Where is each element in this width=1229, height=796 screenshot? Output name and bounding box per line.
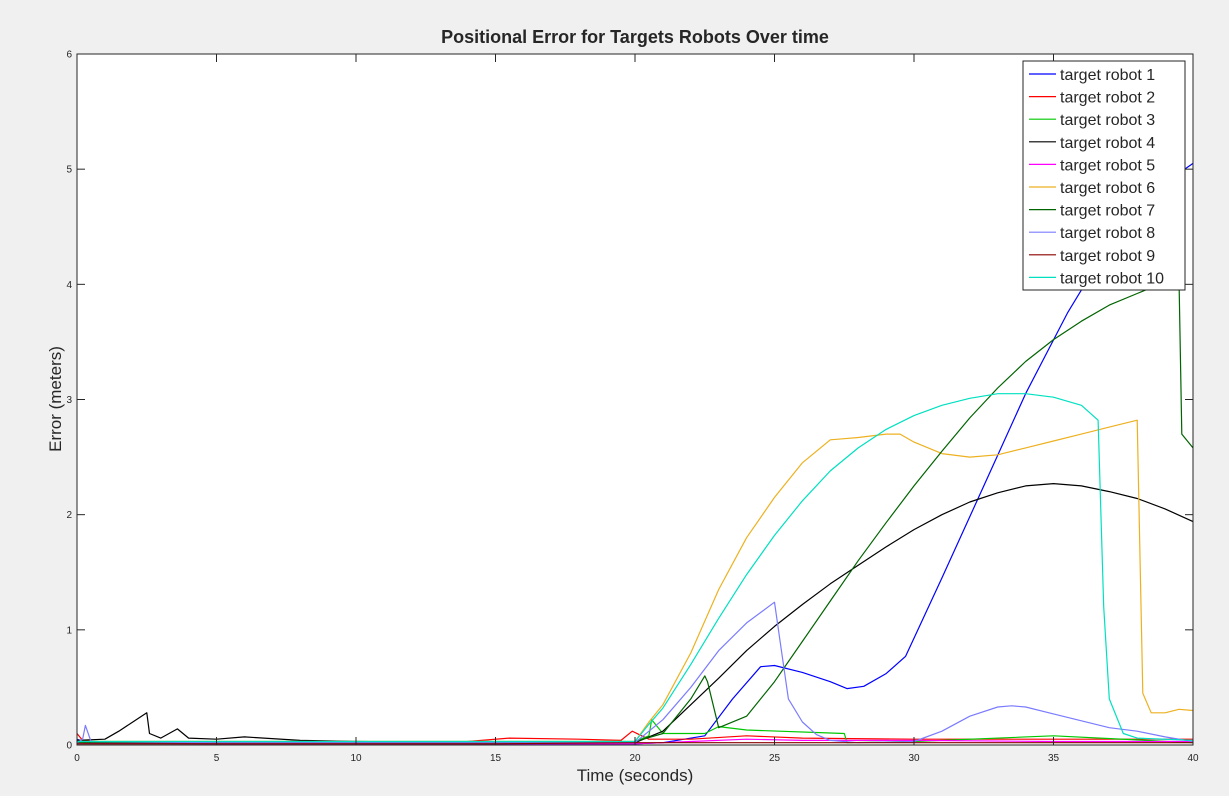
legend-label-2: target robot 2	[1060, 90, 1155, 107]
legend-label-9: target robot 9	[1060, 248, 1155, 265]
y-tick-label: 6	[66, 50, 72, 61]
axes-layer: 0 5 10 15 20 25 30 35 40 0 1 2 3 4 5 6	[66, 50, 1199, 765]
x-tick-label: 5	[214, 753, 220, 764]
x-tick-label: 25	[769, 753, 781, 764]
x-axis-label: Time (seconds)	[577, 766, 694, 785]
x-tick-label: 0	[74, 753, 80, 764]
y-axis-label: Error (meters)	[46, 346, 65, 452]
chart-title: Positional Error for Targets Robots Over…	[441, 27, 829, 47]
series-line-4	[76, 483, 1194, 744]
legend-label-4: target robot 4	[1060, 135, 1155, 152]
legend-label-6: target robot 6	[1060, 180, 1155, 197]
legend-label-10: target robot 10	[1060, 270, 1164, 287]
legend-label-1: target robot 1	[1060, 67, 1155, 84]
x-tick-label: 10	[350, 753, 362, 764]
legend-label-5: target robot 5	[1060, 157, 1155, 174]
y-tick-label: 3	[66, 395, 72, 406]
y-tick-label: 2	[66, 510, 72, 521]
legend: target robot 1 target robot 2 target robot…	[1022, 60, 1186, 291]
series-line-6	[77, 419, 1194, 743]
x-tick-label: 30	[908, 753, 920, 764]
legend-label-3: target robot 3	[1060, 112, 1155, 129]
y-tick-label: 0	[66, 741, 72, 752]
x-tick-label: 15	[490, 753, 502, 764]
y-tick-label: 5	[66, 165, 72, 176]
x-tick-label: 35	[1048, 753, 1060, 764]
plot-area-background	[77, 54, 1193, 745]
legend-box	[1022, 60, 1186, 291]
series-line-10	[77, 393, 1194, 743]
legend-label-8: target robot 8	[1060, 225, 1155, 242]
legend-label-7: target robot 7	[1060, 203, 1155, 220]
x-tick-label: 40	[1187, 753, 1199, 764]
series-line-7	[77, 278, 1194, 744]
x-tick-label: 20	[629, 753, 641, 764]
y-tick-label: 1	[66, 625, 72, 636]
y-tick-label: 4	[66, 280, 72, 291]
